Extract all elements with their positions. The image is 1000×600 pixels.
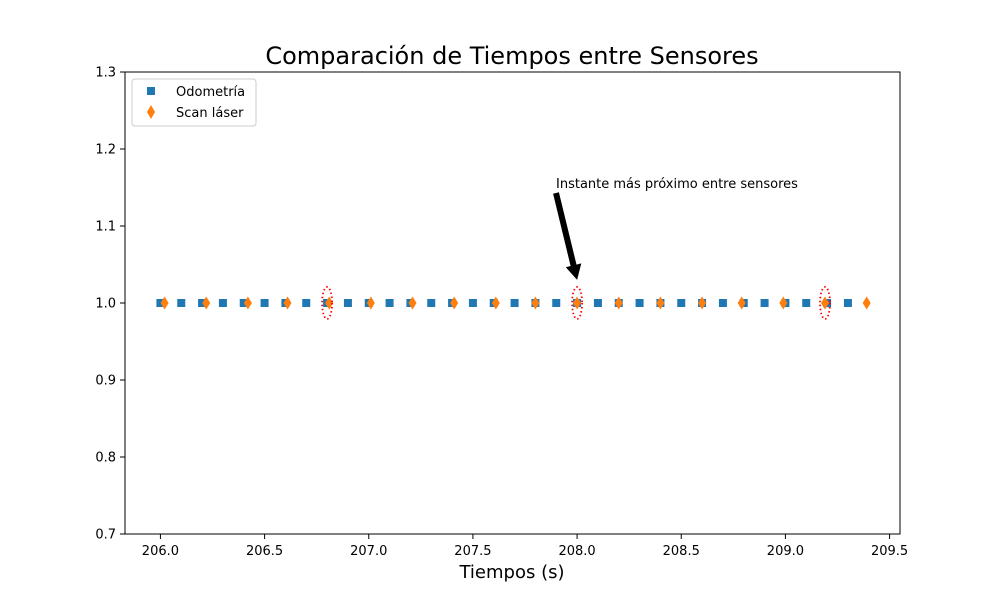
annotation-text: Instante más próximo entre sensores <box>556 177 798 192</box>
highlight-ellipse <box>819 286 831 320</box>
scan-laser-point <box>491 296 500 310</box>
odometria-point <box>843 299 852 307</box>
annotation: Instante más próximo entre sensores <box>553 177 798 280</box>
odometria-point <box>677 299 686 307</box>
odometria-point <box>427 299 436 307</box>
x-tick-label: 207.5 <box>454 544 491 559</box>
scan-laser-point <box>283 296 292 310</box>
odometria-point <box>510 299 519 307</box>
scan-laser-point <box>821 296 829 310</box>
y-tick-label: 0.8 <box>95 451 116 466</box>
y-axis: 0.7 0.8 0.9 1.0 1.1 1.2 1.3 <box>95 66 125 543</box>
x-tick-label: 209.0 <box>767 544 804 559</box>
odometria-point <box>177 299 186 307</box>
legend-label-odometria: Odometría <box>176 85 245 100</box>
scan-laser-point <box>202 296 211 310</box>
odometria-point <box>343 299 352 307</box>
scan-laser-point <box>243 296 252 310</box>
scan-laser-point <box>779 296 788 310</box>
y-tick-label: 0.9 <box>95 374 116 389</box>
x-axis-label: Tiempos (s) <box>458 562 564 583</box>
scan-laser-point <box>573 296 582 310</box>
odometria-point <box>302 299 311 307</box>
legend: Odometría Scan láser <box>131 78 257 127</box>
odometria-point <box>468 299 477 307</box>
scan-laser-point <box>656 296 665 310</box>
odometria-point <box>239 299 248 307</box>
scan-laser-point <box>698 296 707 310</box>
x-tick-label: 207.0 <box>350 544 387 559</box>
annotation-arrow <box>553 192 582 280</box>
y-tick-label: 1.1 <box>95 220 116 235</box>
scan-laser-point <box>614 296 623 310</box>
y-tick-label: 1.3 <box>95 66 116 81</box>
y-tick-label: 1.0 <box>95 297 116 312</box>
scan-laser-point <box>862 296 871 310</box>
odometria-point <box>593 299 602 307</box>
odometria-point <box>385 299 394 307</box>
chart-title: Comparación de Tiempos entre Sensores <box>265 42 758 70</box>
x-tick-label: 206.0 <box>142 544 179 559</box>
plot-area <box>156 286 871 320</box>
scan-laser-point <box>325 296 334 310</box>
x-tick-label: 208.0 <box>558 544 595 559</box>
odometria-point <box>552 299 561 307</box>
odometria-point <box>260 299 269 307</box>
legend-box <box>131 78 257 127</box>
y-tick-label: 1.2 <box>95 143 116 158</box>
legend-marker-scan <box>147 105 155 119</box>
highlight-ellipse <box>321 286 333 320</box>
scan-laser-point <box>737 296 746 310</box>
odometria-point <box>156 299 165 307</box>
highlight-ellipse <box>571 286 583 320</box>
legend-label-scan: Scan láser <box>176 106 244 121</box>
odometria-point <box>635 299 644 307</box>
scan-laser-point <box>160 296 169 310</box>
x-tick-label: 209.5 <box>871 544 908 559</box>
legend-marker-odometria <box>147 87 155 95</box>
scan-laser-point <box>531 296 540 310</box>
scan-laser-point <box>366 296 375 310</box>
odometria-point <box>760 299 769 307</box>
odometria-point <box>198 299 207 307</box>
x-tick-label: 206.5 <box>246 544 283 559</box>
scan-laser-point <box>450 296 459 310</box>
y-tick-label: 0.7 <box>95 528 116 543</box>
odometria-point <box>802 299 811 307</box>
odometria-point <box>218 299 227 307</box>
x-tick-label: 208.5 <box>663 544 700 559</box>
x-axis: 206.0 206.5 207.0 207.5 208.0 208.5 209.0 209.5 <box>142 534 908 559</box>
scan-laser-point <box>408 296 417 310</box>
odometria-point <box>718 299 727 307</box>
